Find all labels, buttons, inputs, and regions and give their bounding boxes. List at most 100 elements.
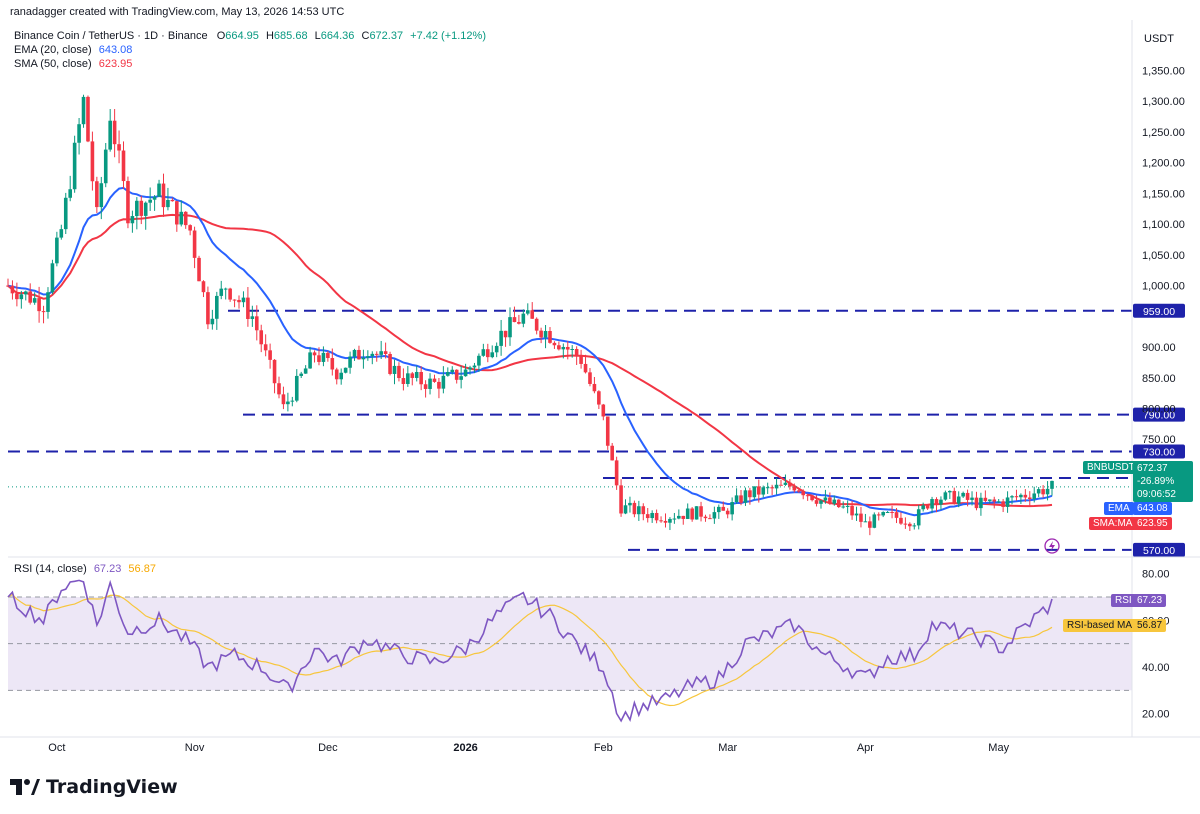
ema-legend-value: 643.08	[98, 44, 133, 56]
candle-body	[983, 497, 988, 501]
candle-body	[126, 181, 130, 224]
ema-legend-label: EMA (20, close)	[14, 44, 92, 56]
candle-body	[175, 201, 179, 225]
candle-body	[277, 383, 281, 395]
candle-body	[1019, 494, 1023, 498]
candle-body	[317, 355, 321, 362]
price-axis-label: 800.00	[1142, 403, 1176, 415]
candle-body	[850, 505, 854, 516]
time-axis-label: Oct	[48, 742, 65, 754]
candle-body	[574, 348, 579, 357]
candle-body	[348, 356, 352, 368]
candle-body	[868, 521, 872, 528]
candle-body	[112, 120, 117, 145]
candle-body	[503, 330, 508, 338]
candle-body	[628, 502, 632, 506]
sma-legend[interactable]: SMA (50, close) 623.95	[14, 58, 132, 70]
candle-body	[454, 369, 459, 380]
price-axis-label: 1,250.00	[1142, 127, 1185, 139]
candle-body	[912, 525, 917, 527]
candle-body	[388, 353, 392, 374]
candle-body	[188, 225, 192, 231]
lightning-icon	[1044, 538, 1060, 554]
candle-body	[1010, 496, 1014, 498]
candle-body	[254, 316, 259, 331]
candle-body	[677, 515, 681, 519]
rsi-line	[7, 579, 1053, 723]
candle-body	[908, 523, 912, 527]
symbol-tag: BNBUSDT	[1083, 461, 1139, 474]
high-label: H	[265, 30, 274, 42]
close-label: C	[361, 30, 370, 42]
candle-body	[637, 506, 641, 515]
candle-body	[854, 513, 859, 516]
candle-body	[1027, 497, 1032, 500]
candle-body	[148, 199, 152, 203]
candle-body	[992, 499, 997, 502]
price-axis-label: 1,000.00	[1142, 281, 1185, 293]
candle-body	[410, 373, 415, 378]
currency-label[interactable]: USDT	[1144, 33, 1174, 45]
candle-body	[334, 369, 339, 380]
level-tag-bg	[1133, 303, 1185, 318]
level-tag-bg	[1133, 407, 1185, 422]
rsi-ma-line	[7, 593, 1053, 707]
candle-body	[819, 500, 823, 504]
candle-body	[481, 349, 486, 356]
candle-body	[605, 416, 610, 446]
candle-body	[117, 144, 121, 151]
rsi-legend-label: RSI (14, close)	[14, 563, 87, 575]
candle-body	[623, 505, 628, 514]
candle-body	[286, 401, 290, 405]
candle-body	[432, 378, 437, 382]
candle-body	[108, 120, 112, 150]
candle-body	[916, 509, 921, 526]
low-value: 664.36	[320, 30, 355, 42]
candle-body	[463, 369, 468, 377]
candle-body	[237, 299, 241, 303]
candle-body	[472, 365, 477, 368]
candle-body	[1036, 489, 1041, 494]
candle-body	[428, 378, 432, 389]
price-axis-label: 1,100.00	[1142, 219, 1185, 231]
candle-body	[512, 317, 517, 323]
candle-body	[752, 486, 757, 498]
candle-body	[876, 514, 881, 516]
candle-body	[339, 372, 343, 380]
candle-body	[103, 149, 108, 184]
level-tag-label: 959.00	[1143, 306, 1175, 318]
candle-body	[712, 512, 717, 519]
price-tag: 672.37 -26.89% 09:06:52	[1133, 461, 1193, 502]
candle-body	[801, 491, 806, 496]
candle-body	[948, 490, 952, 493]
candle-body	[281, 394, 286, 405]
candle-body	[383, 351, 388, 354]
sma-axis-tag: SMA:MA	[1089, 517, 1137, 530]
candle-body	[539, 330, 543, 338]
candle-body	[832, 499, 837, 504]
level-tag-bg	[1133, 542, 1185, 557]
candle-body	[361, 357, 366, 360]
candle-body	[308, 352, 312, 369]
candle-body	[290, 400, 295, 402]
candle-body	[561, 346, 566, 350]
candle-body	[143, 202, 148, 216]
rsi-legend[interactable]: RSI (14, close) 67.23 56.87	[14, 563, 156, 575]
candle-body	[294, 375, 299, 401]
candle-body	[570, 348, 575, 350]
candle-body	[210, 318, 215, 325]
candle-body	[468, 367, 472, 370]
candle-body	[246, 297, 250, 319]
ema-legend[interactable]: EMA (20, close) 643.08	[14, 44, 132, 56]
candle-body	[610, 445, 614, 461]
candle-body	[330, 358, 335, 370]
candle-body	[956, 496, 961, 504]
candle-body	[730, 502, 734, 515]
candle-body	[41, 311, 46, 313]
candle-body	[1045, 488, 1050, 495]
rsi-axis-label: 80.00	[1142, 569, 1170, 581]
candle-body	[543, 331, 548, 338]
candle-body	[685, 508, 690, 519]
price-axis-label: 1,200.00	[1142, 158, 1185, 170]
